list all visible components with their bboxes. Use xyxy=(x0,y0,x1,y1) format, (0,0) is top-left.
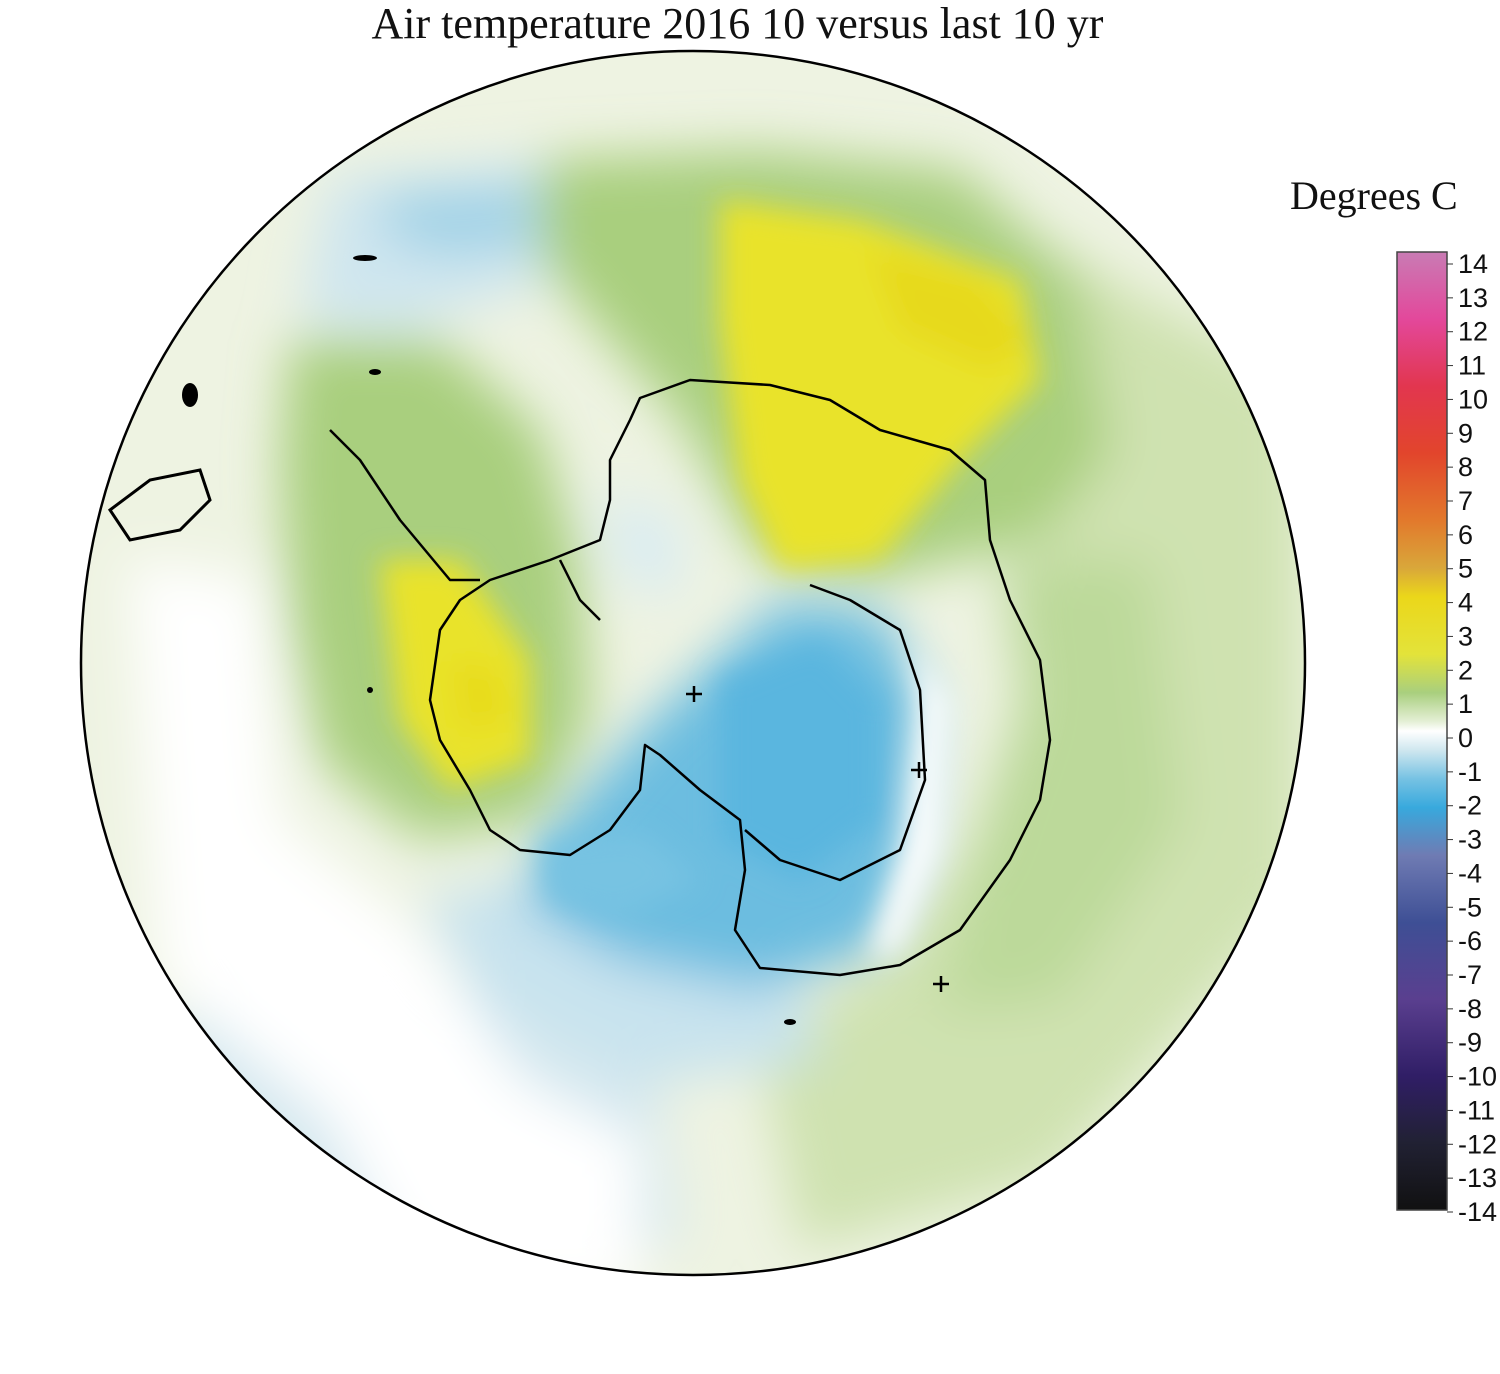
sub-antarctic-islands xyxy=(107,255,796,1025)
colorbar-tick-label: -7 xyxy=(1458,960,1482,990)
colorbar-unit-label: Degrees C xyxy=(1290,173,1458,218)
station-marker-3 xyxy=(933,976,949,992)
colorbar-tick-label: -1 xyxy=(1458,757,1482,787)
colorbar-tick-label: 7 xyxy=(1458,486,1473,516)
colorbar-tick-label: -2 xyxy=(1458,791,1482,821)
colorbar-tick-label: -4 xyxy=(1458,858,1482,888)
antarctica-coastline xyxy=(329,378,1052,977)
colorbar-tick-label: 9 xyxy=(1458,418,1473,448)
station-markers xyxy=(686,686,949,992)
colorbar-tick-label: 4 xyxy=(1458,588,1473,618)
anomaly-field xyxy=(81,51,1305,1275)
colorbar-tick-label: 6 xyxy=(1458,520,1473,550)
station-marker-1 xyxy=(686,686,702,702)
colorbar-tick-label: 14 xyxy=(1458,249,1488,279)
colorbar-tick-label: 11 xyxy=(1458,351,1486,381)
colorbar-tick-label: -13 xyxy=(1458,1163,1497,1193)
colorbar-tick-label: -10 xyxy=(1458,1062,1497,1092)
colorbar-gradient xyxy=(1396,251,1448,1211)
colorbar-tick-label: 1 xyxy=(1458,689,1473,719)
colorbar-tick-label: 10 xyxy=(1458,384,1488,414)
colorbar-tick-label: 12 xyxy=(1458,317,1488,347)
colorbar-tick-label: -14 xyxy=(1458,1197,1497,1227)
colorbar-tick-label: -8 xyxy=(1458,994,1482,1024)
station-marker-2 xyxy=(911,762,927,778)
colorbar-tick-label: 2 xyxy=(1458,655,1473,685)
colorbar-ticks: 14131211109876543210-1-2-3-4-5-6-7-8-9-1… xyxy=(1447,249,1497,1227)
colorbar-tick-label: -9 xyxy=(1458,1028,1482,1058)
colorbar-tick-label: 13 xyxy=(1458,283,1488,313)
colorbar-tick-label: -3 xyxy=(1458,825,1482,855)
colorbar-tick-label: -5 xyxy=(1458,892,1482,922)
colorbar-tick-label: -11 xyxy=(1458,1095,1495,1125)
colorbar-tick-label: -6 xyxy=(1458,926,1482,956)
colorbar-tick-label: -12 xyxy=(1458,1129,1497,1159)
colorbar-tick-label: 5 xyxy=(1458,554,1473,584)
map-boundary-circle xyxy=(79,49,1307,1277)
colorbar-tick-label: 8 xyxy=(1458,452,1473,482)
colorbar-tick-label: 0 xyxy=(1458,723,1473,753)
map-title: Air temperature 2016 10 versus last 10 y… xyxy=(371,0,1104,48)
colorbar-tick-label: 3 xyxy=(1458,621,1473,651)
